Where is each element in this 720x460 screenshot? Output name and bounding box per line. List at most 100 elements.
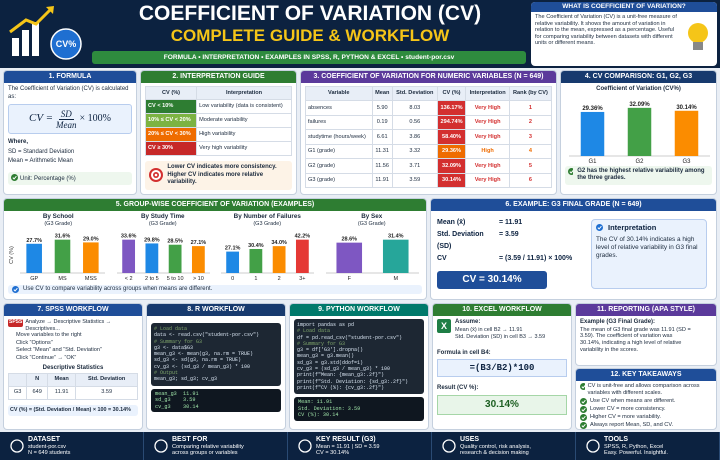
panel-title: 3. COEFFICIENT OF VARIATION FOR NUMERIC …: [301, 71, 556, 83]
value-label: 27.7%: [26, 237, 42, 243]
bar: [26, 243, 42, 273]
icon-circle: [442, 439, 456, 453]
bar: [83, 241, 99, 273]
panel-body: The Coefficient of Variation (CV) is cal…: [4, 83, 136, 188]
bar-chart: 27.1% 0 30.4% 1 34.0% 2 42.2% 3+: [221, 233, 314, 282]
category-label: GP: [30, 276, 38, 282]
panel-body: SPSS Analyze → Descriptive Statistics → D…: [4, 316, 142, 419]
interpretation-title: Interpretation: [608, 223, 657, 232]
category-label: F: [347, 276, 351, 282]
takeaways-panel: 12. KEY TAKEAWAYS CV is unit-free and all…: [575, 368, 717, 430]
footer-text: KEY RESULT (G3) Mean = 11.91 | SD = 3.59 C…: [316, 436, 380, 457]
code-line: g3 = df['G3'].dropna(): [297, 347, 364, 354]
bar: [674, 110, 699, 156]
check-icon: [580, 397, 587, 405]
spss-logo: SPSS: [8, 319, 24, 327]
value-label: 31.6%: [55, 233, 71, 239]
panel-title: 8. R WORKFLOW: [147, 304, 285, 316]
bar: [627, 107, 652, 156]
code-line: data <- read.csv("student-por.csv"): [154, 332, 260, 339]
header-cell: CV (%): [436, 86, 467, 101]
example-value: = 3.59: [499, 231, 519, 238]
table-row: 10% ≤ CV < 20% Moderate variability: [144, 113, 292, 128]
code-line: # Output: [154, 370, 179, 377]
check-circle: [11, 173, 18, 181]
category-label: 5 to 10: [166, 276, 183, 282]
definition-box: WHAT IS COEFFICIENT OF VARIATION? The Co…: [531, 2, 717, 66]
footer-line: Easy. Powerful. Insightful.: [604, 450, 668, 456]
takeaway-text: CV is unit-free and allows comparison ac…: [587, 383, 700, 396]
value-label: 30.4%: [248, 242, 264, 248]
check-icon: [12, 285, 19, 293]
interpretation-cell: Moderate variability: [196, 113, 292, 128]
table-cell: 3.59: [391, 172, 438, 188]
bar: [295, 239, 309, 273]
category-label: G3: [682, 159, 691, 165]
interpretation-panel: 2. INTERPRETATION GUIDE CV (%) Interpretat…: [140, 70, 297, 195]
output-block: Mean: 11.91 Std. Deviation: 3.59 CV (%): 3…: [294, 397, 424, 421]
tagline: FORMULA • INTERPRETATION • EXAMPLES IN S…: [92, 51, 526, 64]
chart-title: Coefficient of Variation (CV%): [596, 86, 681, 92]
panel-title: 9. PYTHON WORKFLOW: [290, 304, 428, 316]
icon-circle: [10, 439, 24, 453]
title: COEFFICIENT OF VARIATION (CV): [138, 2, 482, 25]
table-row: G1 (grade) 11.31 3.32 29.36% High 4: [305, 143, 553, 159]
notes-box: Lower CV indicates more consistency. High…: [145, 161, 292, 190]
table-cell: G3 (grade): [305, 172, 373, 188]
assume-line: Std. Deviation (SD) in cell B3 → 3.59: [455, 334, 546, 340]
code-line: cv_g3 = (sd_g3 / mean_g3) * 100: [297, 366, 391, 373]
example-row: Std. Deviation (SD) = 3.59: [437, 229, 587, 253]
assume-lines: Assume: Mean (x̄) in cell B2 → 11.91 Std. …: [455, 319, 545, 342]
spss-panel: 7. SPSS WORKFLOW SPSS Analyze → Descriptiv…: [3, 303, 143, 430]
footer-text: USES Quality control, risk analysis, resea…: [460, 436, 531, 457]
example-label: Example (G3 Final Grade):: [580, 319, 656, 325]
group-chart: By School (G3 Grade) CV (%) 27.7% GP 31.6% MS 2…: [8, 213, 109, 283]
table-cell: 32.09%: [436, 158, 467, 174]
value-label: 42.2%: [295, 233, 311, 239]
takeaway-text: Always report Mean, SD, and CV.: [590, 421, 674, 428]
unit-line: Unit: Percentage (%): [8, 171, 132, 185]
bar: [335, 242, 362, 273]
check-mark: [581, 399, 586, 404]
example-panel: 6. EXAMPLE: G3 FINAL GRADE (N = 649) Mean…: [430, 198, 717, 300]
header-cell: Interpretation: [196, 86, 292, 100]
formula-lhs: CV =: [28, 112, 54, 125]
takeaway-text: Lower CV = more consistency.: [590, 405, 666, 412]
bar-chart: CV (%) 27.7% GP 31.6% MS 29.0% MSS: [9, 233, 105, 282]
check-icon: [568, 167, 574, 175]
panel-title: 5. GROUP-WISE COEFFICIENT OF VARIATION (…: [4, 199, 426, 211]
table-cell: failures: [305, 114, 373, 130]
code-line: cv_g3 <- (sd_g3 / mean_g3) * 100: [154, 363, 251, 370]
table-cell: 5: [508, 158, 553, 174]
check-icon: [11, 173, 18, 181]
step: Click “Continue” → “OK”: [16, 354, 77, 361]
range-cell: 10% ≤ CV < 20%: [144, 113, 198, 128]
code-line: sd_g3 <- sd(g3, na.rm = TRUE): [154, 357, 242, 364]
header-cell: N: [26, 372, 49, 387]
reporting-panel: 11. REPORTING (APA STYLE) Example (G3 Fin…: [575, 303, 717, 366]
check-circle: [580, 413, 587, 421]
note: Higher CV indicates more relative variab…: [167, 171, 264, 186]
takeaway-text: Use CV when means are different.: [590, 397, 676, 404]
footer-text: TOOLS SPSS, R, Python, Excel Easy. Powerfu…: [604, 436, 668, 457]
category-label: > 10: [192, 276, 203, 282]
footer-icon: [586, 439, 600, 453]
bar-chart: 29.36% G1 32.09% G2 30.14% G3: [569, 101, 710, 165]
category-label: G2: [635, 159, 644, 165]
panel-title: 7. SPSS WORKFLOW: [4, 304, 142, 316]
interpretation-heading: Interpretation: [596, 224, 702, 232]
table-cell: 11.56: [371, 158, 393, 174]
group-subtitle: (G3 Grade): [44, 220, 73, 227]
formula-panel: 1. FORMULA The Coefficient of Variation (…: [3, 70, 137, 195]
footer-text: DATASET student-por.csv N = 649 students: [28, 436, 70, 457]
table-cell: 0.19: [371, 114, 393, 130]
footer-line: CV = 30.14%: [316, 450, 350, 456]
report-text: The mean of G3 final grade was 11.91 (SD…: [580, 326, 691, 353]
example-left: Mean (x̄) = 11.91 Std. Deviation (SD) = 3.5…: [437, 217, 587, 289]
group-charts: By School (G3 Grade) CV (%) 27.7% GP 31.6% MS 2…: [8, 213, 422, 283]
table-cell: 6.61: [371, 129, 393, 145]
step: Move variables to the right: [16, 332, 82, 338]
excel-formula: =(B3/B2)*100: [437, 359, 567, 377]
footer-label: USES: [460, 435, 480, 443]
